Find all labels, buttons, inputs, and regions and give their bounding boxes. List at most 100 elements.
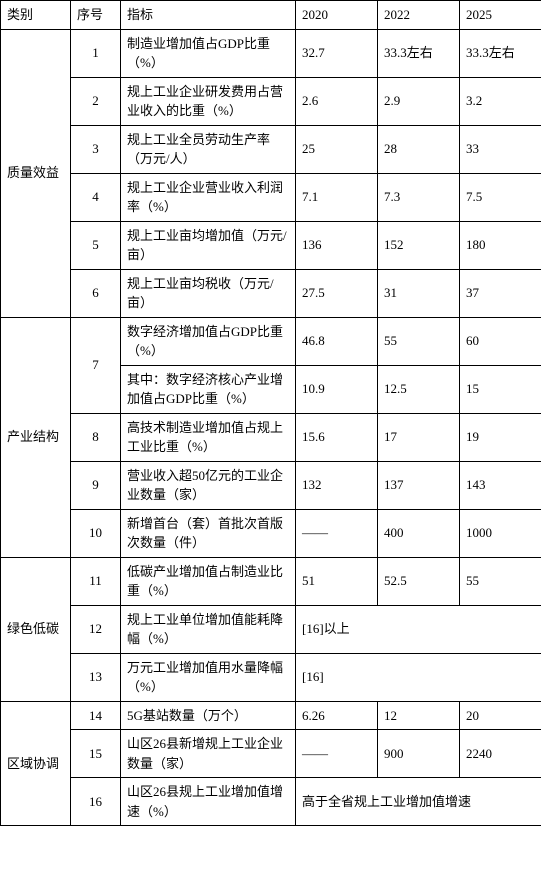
table-row: 区域协调145G基站数量（万个）6.261220 — [1, 701, 541, 730]
col-2020: 2020 — [296, 1, 378, 30]
number-cell: 9 — [71, 461, 121, 509]
value-y2020: 6.26 — [296, 701, 378, 730]
value-y2025: 1000 — [460, 509, 541, 557]
number-cell: 8 — [71, 413, 121, 461]
indicator-cell: 规上工业企业营业收入利润率（%） — [121, 173, 296, 221]
value-y2020: 2.6 — [296, 77, 378, 125]
col-2025: 2025 — [460, 1, 541, 30]
indicator-cell: 5G基站数量（万个） — [121, 701, 296, 730]
col-category: 类别 — [1, 1, 71, 30]
table-row: 12规上工业单位增加值能耗降幅（%）[16]以上 — [1, 605, 541, 653]
value-y2025: 2240 — [460, 730, 541, 778]
value-y2022: 28 — [378, 125, 460, 173]
value-y2020: 46.8 — [296, 317, 378, 365]
table-row: 绿色低碳11低碳产业增加值占制造业比重（%）5152.555 — [1, 557, 541, 605]
number-cell: 3 — [71, 125, 121, 173]
number-cell: 15 — [71, 730, 121, 778]
value-y2022: 152 — [378, 221, 460, 269]
value-y2025: 55 — [460, 557, 541, 605]
value-y2022: 31 — [378, 269, 460, 317]
number-cell: 11 — [71, 557, 121, 605]
table-row: 10新增首台（套）首批次首版次数量（件）——4001000 — [1, 509, 541, 557]
indicator-table: 类别 序号 指标 2020 2022 2025 质量效益1制造业增加值占GDP比… — [0, 0, 541, 826]
value-y2020: 51 — [296, 557, 378, 605]
value-y2022: 12 — [378, 701, 460, 730]
value-y2022: 17 — [378, 413, 460, 461]
table-row: 3规上工业全员劳动生产率（万元/人）252833 — [1, 125, 541, 173]
value-y2025: 3.2 — [460, 77, 541, 125]
indicator-cell: 规上工业单位增加值能耗降幅（%） — [121, 605, 296, 653]
category-cell: 区域协调 — [1, 701, 71, 826]
table-row: 4规上工业企业营业收入利润率（%）7.17.37.5 — [1, 173, 541, 221]
value-y2025: 143 — [460, 461, 541, 509]
table-body: 质量效益1制造业增加值占GDP比重（%）32.733.3左右33.3左右2规上工… — [1, 29, 541, 826]
value-y2020: 15.6 — [296, 413, 378, 461]
value-y2025: 37 — [460, 269, 541, 317]
value-merged: 高于全省规上工业增加值增速 — [296, 778, 541, 826]
value-y2022: 137 — [378, 461, 460, 509]
value-y2025: 7.5 — [460, 173, 541, 221]
table-row: 产业结构7数字经济增加值占GDP比重（%）46.85560 — [1, 317, 541, 365]
indicator-cell: 万元工业增加值用水量降幅（%） — [121, 653, 296, 701]
col-indicator: 指标 — [121, 1, 296, 30]
value-y2022: 2.9 — [378, 77, 460, 125]
table-row: 16山区26县规上工业增加值增速（%）高于全省规上工业增加值增速 — [1, 778, 541, 826]
value-y2025: 180 — [460, 221, 541, 269]
value-y2025: 15 — [460, 365, 541, 413]
indicator-cell: 规上工业亩均税收（万元/亩） — [121, 269, 296, 317]
value-y2025: 33.3左右 — [460, 29, 541, 77]
number-cell: 14 — [71, 701, 121, 730]
table-row: 8高技术制造业增加值占规上工业比重（%）15.61719 — [1, 413, 541, 461]
number-cell: 13 — [71, 653, 121, 701]
value-y2020: —— — [296, 730, 378, 778]
value-y2020: —— — [296, 509, 378, 557]
value-y2022: 900 — [378, 730, 460, 778]
header-row: 类别 序号 指标 2020 2022 2025 — [1, 1, 541, 30]
value-y2020: 27.5 — [296, 269, 378, 317]
col-2022: 2022 — [378, 1, 460, 30]
table-row: 6规上工业亩均税收（万元/亩）27.53137 — [1, 269, 541, 317]
indicator-cell: 规上工业企业研发费用占营业收入的比重（%） — [121, 77, 296, 125]
number-cell: 16 — [71, 778, 121, 826]
value-y2020: 32.7 — [296, 29, 378, 77]
category-cell: 质量效益 — [1, 29, 71, 317]
value-y2022: 7.3 — [378, 173, 460, 221]
number-cell: 7 — [71, 317, 121, 413]
indicator-cell: 高技术制造业增加值占规上工业比重（%） — [121, 413, 296, 461]
value-y2025: 19 — [460, 413, 541, 461]
value-y2022: 400 — [378, 509, 460, 557]
number-cell: 4 — [71, 173, 121, 221]
table-row: 15山区26县新增规上工业企业数量（家）——9002240 — [1, 730, 541, 778]
number-cell: 2 — [71, 77, 121, 125]
category-cell: 绿色低碳 — [1, 557, 71, 701]
value-y2020: 25 — [296, 125, 378, 173]
value-merged: [16]以上 — [296, 605, 541, 653]
table-row: 5规上工业亩均增加值（万元/亩）136152180 — [1, 221, 541, 269]
table-row: 13万元工业增加值用水量降幅（%）[16] — [1, 653, 541, 701]
value-y2022: 52.5 — [378, 557, 460, 605]
indicator-cell: 规上工业亩均增加值（万元/亩） — [121, 221, 296, 269]
value-y2025: 33 — [460, 125, 541, 173]
number-cell: 1 — [71, 29, 121, 77]
value-y2022: 33.3左右 — [378, 29, 460, 77]
category-cell: 产业结构 — [1, 317, 71, 557]
indicator-cell: 山区26县新增规上工业企业数量（家） — [121, 730, 296, 778]
indicator-cell: 低碳产业增加值占制造业比重（%） — [121, 557, 296, 605]
col-number: 序号 — [71, 1, 121, 30]
table-row: 9营业收入超50亿元的工业企业数量（家）132137143 — [1, 461, 541, 509]
value-y2025: 20 — [460, 701, 541, 730]
value-y2022: 55 — [378, 317, 460, 365]
indicator-cell: 数字经济增加值占GDP比重（%） — [121, 317, 296, 365]
value-y2020: 132 — [296, 461, 378, 509]
indicator-cell: 规上工业全员劳动生产率（万元/人） — [121, 125, 296, 173]
indicator-cell: 新增首台（套）首批次首版次数量（件） — [121, 509, 296, 557]
number-cell: 6 — [71, 269, 121, 317]
indicator-cell: 制造业增加值占GDP比重（%） — [121, 29, 296, 77]
value-y2020: 10.9 — [296, 365, 378, 413]
number-cell: 12 — [71, 605, 121, 653]
value-y2020: 136 — [296, 221, 378, 269]
table-row: 2规上工业企业研发费用占营业收入的比重（%）2.62.93.2 — [1, 77, 541, 125]
number-cell: 10 — [71, 509, 121, 557]
value-y2022: 12.5 — [378, 365, 460, 413]
indicator-cell: 山区26县规上工业增加值增速（%） — [121, 778, 296, 826]
